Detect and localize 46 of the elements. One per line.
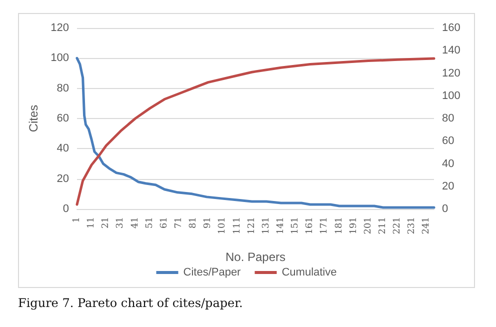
x-tick-label: 31 bbox=[116, 217, 126, 228]
y2-tick-label: 120 bbox=[442, 67, 460, 80]
x-tick-label: 221 bbox=[392, 217, 403, 234]
x-tick-label: 231 bbox=[407, 217, 418, 234]
y2-tick-label: 100 bbox=[442, 90, 460, 102]
x-tick-label: 161 bbox=[305, 217, 316, 234]
x-tick-label: 61 bbox=[159, 217, 170, 228]
x-tick-label: 181 bbox=[334, 217, 344, 234]
y-tick-label: 80 bbox=[56, 82, 69, 94]
x-tick-label: 121 bbox=[246, 217, 257, 234]
legend-label: Cites/Paper bbox=[183, 266, 242, 278]
x-tick-label: 1 bbox=[72, 217, 82, 223]
y-tick-label: 40 bbox=[56, 142, 69, 155]
y2-tick-label: 60 bbox=[442, 135, 454, 148]
y-tick-label: 100 bbox=[50, 52, 69, 64]
x-tick-label: 211 bbox=[378, 217, 388, 234]
x-axis-title: No. Papers bbox=[225, 250, 286, 264]
x-tick-label: 71 bbox=[174, 217, 184, 228]
caption: Figure 7. Pareto chart of cites/paper. bbox=[18, 296, 243, 310]
x-tick-label: 11 bbox=[86, 217, 97, 228]
y2-tick-label: 140 bbox=[442, 44, 460, 57]
x-tick-label: 51 bbox=[144, 217, 155, 228]
x-tick-label: 111 bbox=[232, 217, 242, 234]
x-tick-label: 191 bbox=[348, 217, 359, 234]
y-tick-label: 60 bbox=[56, 112, 69, 124]
x-tick-label: 131 bbox=[261, 217, 272, 234]
x-tick-label: 241 bbox=[422, 217, 432, 234]
x-tick-label: 91 bbox=[203, 217, 214, 228]
y2-tick-label: 0 bbox=[442, 203, 448, 215]
x-tick-label: 171 bbox=[320, 217, 330, 234]
y2-tick-label: 40 bbox=[442, 158, 454, 170]
x-tick-label: 81 bbox=[188, 217, 199, 228]
y-tick-label: 0 bbox=[62, 203, 69, 215]
x-tick-label: 201 bbox=[363, 217, 374, 234]
y-tick-label: 120 bbox=[50, 22, 69, 34]
x-tick-label: 141 bbox=[276, 217, 286, 234]
y2-tick-label: 20 bbox=[442, 180, 454, 192]
x-tick-label: 151 bbox=[290, 217, 301, 234]
y2-tick-label: 160 bbox=[442, 22, 460, 34]
legend-label: Cumulative bbox=[282, 266, 337, 278]
x-tick-label: 21 bbox=[101, 217, 112, 228]
y-tick-label: 20 bbox=[56, 172, 69, 185]
x-tick-label: 41 bbox=[130, 217, 140, 228]
x-tick-label: 101 bbox=[218, 217, 228, 234]
y-axis-title: Cites bbox=[26, 104, 41, 132]
y2-tick-label: 80 bbox=[442, 112, 454, 124]
